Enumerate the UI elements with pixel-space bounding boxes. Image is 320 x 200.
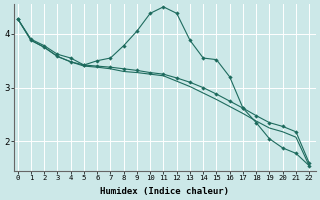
X-axis label: Humidex (Indice chaleur): Humidex (Indice chaleur) bbox=[100, 187, 229, 196]
